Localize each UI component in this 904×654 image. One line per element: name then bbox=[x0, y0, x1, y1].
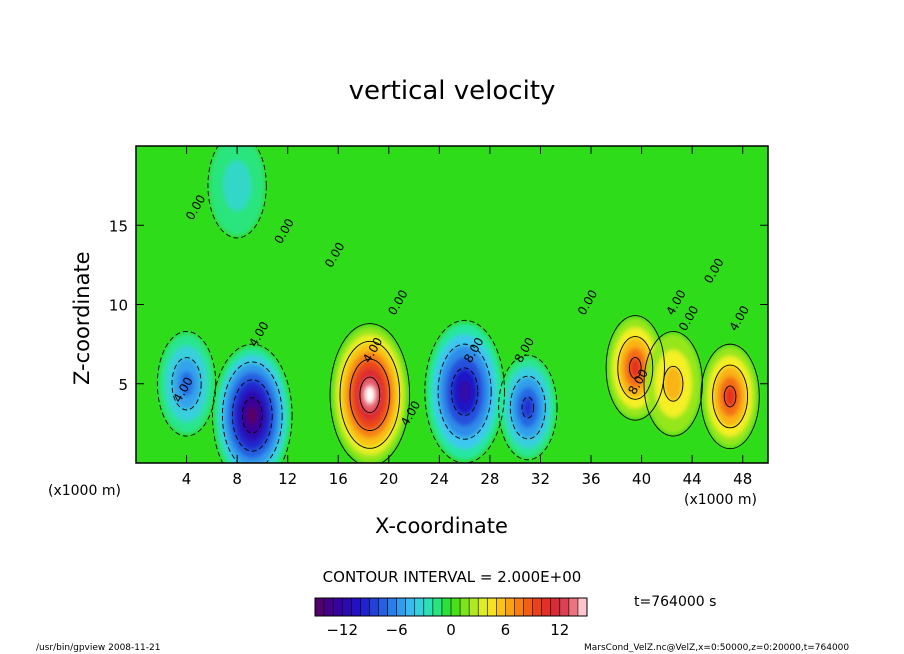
x-unit-label-left: (x1000 m) bbox=[48, 483, 121, 499]
contour-line bbox=[643, 330, 703, 437]
contour-line bbox=[349, 358, 391, 431]
colorbar-segment bbox=[351, 598, 361, 616]
footer-data-source: MarsCond_VelZ.nc@VelZ,x=0:50000,z=0:2000… bbox=[584, 643, 850, 653]
colorbar-segment bbox=[541, 598, 552, 616]
y-axis: 5 10 15 bbox=[109, 217, 768, 394]
colorbar-tick-label: 6 bbox=[501, 621, 511, 639]
contour-line bbox=[359, 376, 381, 414]
contour-line bbox=[212, 343, 293, 463]
contour-band bbox=[629, 357, 641, 379]
colorbar-segment bbox=[333, 598, 343, 616]
contour-line bbox=[207, 146, 267, 239]
contour-line bbox=[241, 397, 263, 434]
colorbar-segment bbox=[487, 598, 497, 616]
contour-band bbox=[724, 386, 736, 407]
contour-line bbox=[450, 367, 479, 416]
x-axis: 4 8 12 16 20 24 28 32 36 40 44 48 bbox=[182, 146, 752, 488]
colorbar-segment bbox=[432, 598, 443, 616]
colorbar-segment bbox=[460, 598, 470, 616]
contour-line bbox=[521, 396, 535, 419]
colorbar-segment bbox=[559, 598, 570, 616]
y-tick-label: 15 bbox=[109, 217, 128, 235]
colorbar-segment bbox=[324, 598, 334, 616]
colorbar-tick-label: 0 bbox=[446, 621, 456, 639]
x-tick-label: 16 bbox=[329, 470, 348, 488]
footer-program-date: /usr/bin/gpview 2008-11-21 bbox=[36, 643, 161, 653]
x-tick-label: 24 bbox=[430, 470, 449, 488]
x-tick-label: 12 bbox=[278, 470, 297, 488]
y-tick-label: 5 bbox=[118, 376, 128, 394]
colorbar-segment bbox=[441, 598, 452, 616]
colorbar-segment bbox=[469, 598, 479, 616]
contour-line bbox=[617, 336, 654, 400]
contour-interval-label: CONTOUR INTERVAL = 2.000E+00 bbox=[322, 568, 582, 586]
colorbar-segment bbox=[451, 598, 461, 616]
contour-line bbox=[712, 364, 749, 429]
colorbar: −12 −6 0 6 12 bbox=[314, 597, 588, 639]
contour-line bbox=[437, 343, 492, 440]
time-label: t=764000 s bbox=[634, 594, 717, 610]
colorbar-segment bbox=[315, 598, 325, 616]
contour-line bbox=[509, 375, 546, 440]
contour-line bbox=[700, 343, 760, 450]
colorbar-frame bbox=[314, 597, 588, 617]
colorbar-segment bbox=[405, 598, 416, 616]
x-tick-label: 20 bbox=[379, 470, 398, 488]
contour-line bbox=[339, 340, 401, 449]
contour-line bbox=[231, 379, 273, 452]
contour-band bbox=[223, 160, 252, 211]
colorbar-segment bbox=[523, 598, 534, 616]
colorbar-tick-label: −12 bbox=[326, 621, 358, 639]
colorbar-segment bbox=[577, 598, 588, 616]
contour-band bbox=[458, 380, 471, 404]
colorbar-tick-label: −6 bbox=[386, 621, 408, 639]
colorbar-segment bbox=[387, 598, 398, 616]
colorbar-segment bbox=[532, 598, 543, 616]
x-tick-label: 32 bbox=[531, 470, 550, 488]
contour-line bbox=[171, 357, 202, 411]
chart-title: vertical velocity bbox=[348, 76, 556, 106]
contour-band bbox=[663, 366, 683, 401]
colorbar-segment bbox=[423, 598, 434, 616]
contour-line bbox=[498, 354, 558, 461]
colorbar-segment bbox=[496, 598, 506, 616]
contour-line bbox=[723, 385, 737, 408]
x-unit-label-right: (x1000 m) bbox=[684, 492, 757, 508]
colorbar-segment bbox=[550, 598, 561, 616]
colorbar-tick-label: 12 bbox=[550, 621, 569, 639]
contour-line bbox=[329, 323, 411, 463]
x-tick-label: 4 bbox=[182, 470, 192, 488]
colorbar-segment bbox=[369, 598, 379, 616]
contour-band bbox=[179, 371, 194, 397]
contour-line bbox=[156, 330, 217, 437]
contour-band bbox=[522, 397, 534, 418]
x-tick-label: 8 bbox=[232, 470, 242, 488]
contour-band bbox=[247, 406, 258, 425]
x-tick-label: 44 bbox=[683, 470, 702, 488]
y-tick-label: 10 bbox=[109, 297, 128, 315]
contour-band bbox=[365, 386, 375, 404]
colorbar-segment bbox=[360, 598, 370, 616]
x-tick-label: 40 bbox=[632, 470, 651, 488]
contour-line bbox=[605, 315, 665, 421]
x-tick-label: 28 bbox=[480, 470, 499, 488]
colorbar-segment bbox=[342, 598, 352, 616]
x-axis-title: X-coordinate bbox=[375, 514, 508, 538]
colorbar-segment bbox=[514, 598, 525, 616]
colorbar-segment bbox=[568, 598, 579, 616]
contour-field bbox=[136, 146, 768, 463]
colorbar-segment bbox=[414, 598, 425, 616]
colorbar-segment bbox=[505, 598, 515, 616]
x-tick-label: 36 bbox=[581, 470, 600, 488]
colorbar-segment bbox=[478, 598, 488, 616]
contour-line bbox=[663, 365, 684, 402]
y-axis-title: Z-coordinate bbox=[70, 251, 94, 385]
x-tick-label: 48 bbox=[733, 470, 752, 488]
contour-line bbox=[221, 361, 283, 463]
colorbar-segment bbox=[396, 598, 407, 616]
colorbar-segment bbox=[378, 598, 389, 616]
contour-line bbox=[628, 356, 642, 379]
